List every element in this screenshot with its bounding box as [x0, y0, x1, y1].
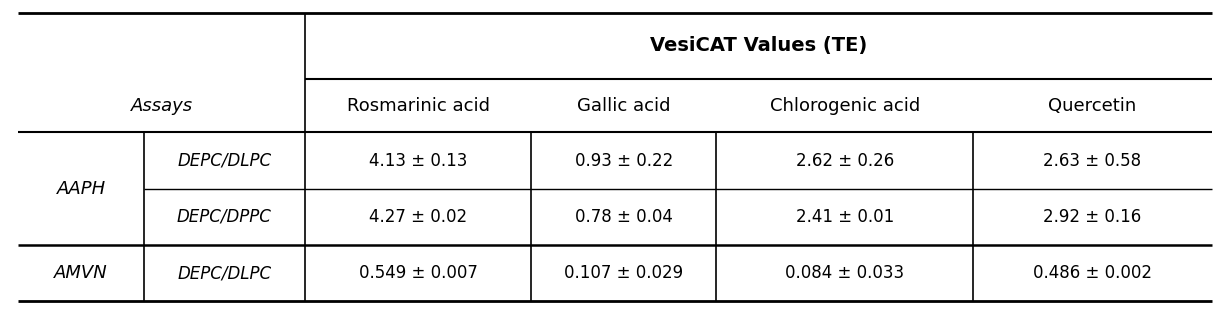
Text: 0.486 ± 0.002: 0.486 ± 0.002 — [1033, 264, 1151, 282]
Text: 2.62 ± 0.26: 2.62 ± 0.26 — [796, 152, 894, 170]
Text: Assays: Assays — [130, 97, 193, 115]
Text: 2.63 ± 0.58: 2.63 ± 0.58 — [1043, 152, 1141, 170]
Text: AMVN: AMVN — [54, 264, 108, 282]
Text: 2.41 ± 0.01: 2.41 ± 0.01 — [796, 208, 894, 226]
Text: 0.107 ± 0.029: 0.107 ± 0.029 — [565, 264, 684, 282]
Text: AAPH: AAPH — [57, 180, 106, 198]
Text: 0.549 ± 0.007: 0.549 ± 0.007 — [359, 264, 477, 282]
Text: 0.93 ± 0.22: 0.93 ± 0.22 — [574, 152, 673, 170]
Text: DEPC/DLPC: DEPC/DLPC — [177, 264, 272, 282]
Text: DEPC/DPPC: DEPC/DPPC — [177, 208, 272, 226]
Text: DEPC/DLPC: DEPC/DLPC — [177, 152, 272, 170]
Text: Gallic acid: Gallic acid — [577, 97, 670, 115]
Text: 0.78 ± 0.04: 0.78 ± 0.04 — [574, 208, 673, 226]
Text: Rosmarinic acid: Rosmarinic acid — [347, 97, 490, 115]
Text: VesiCAT Values (TE): VesiCAT Values (TE) — [649, 36, 867, 55]
Text: 4.13 ± 0.13: 4.13 ± 0.13 — [369, 152, 467, 170]
Text: 4.27 ± 0.02: 4.27 ± 0.02 — [369, 208, 467, 226]
Text: Quercetin: Quercetin — [1048, 97, 1137, 115]
Text: 2.92 ± 0.16: 2.92 ± 0.16 — [1043, 208, 1141, 226]
Text: 0.084 ± 0.033: 0.084 ± 0.033 — [785, 264, 904, 282]
Text: Chlorogenic acid: Chlorogenic acid — [770, 97, 920, 115]
